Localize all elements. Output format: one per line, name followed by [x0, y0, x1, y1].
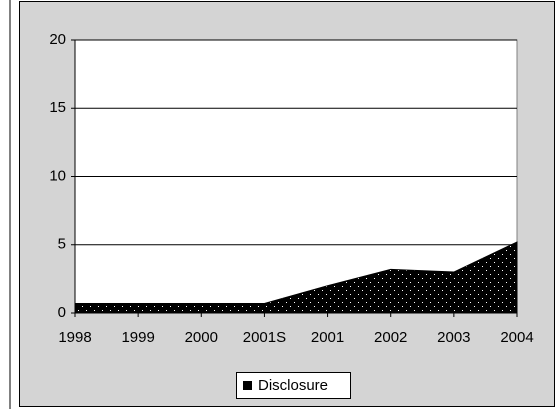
y-tick-label: 0 [58, 304, 66, 321]
x-tick-label: 2004 [500, 329, 533, 346]
x-tick-label: 2002 [374, 329, 407, 346]
x-tick-label: 2001 [311, 329, 344, 346]
x-tick-label: 1998 [58, 329, 91, 346]
x-tick-label: 1999 [121, 329, 154, 346]
legend-box [236, 372, 351, 399]
legend-label: Disclosure [258, 377, 328, 394]
y-tick-label: 10 [49, 167, 66, 184]
y-tick-label: 20 [49, 31, 66, 48]
x-tick-label: 2001S [243, 329, 286, 346]
legend-swatch [243, 381, 252, 390]
y-tick-label: 15 [49, 99, 66, 116]
x-tick-label: 2003 [437, 329, 470, 346]
y-tick-label: 5 [58, 236, 66, 253]
area [74, 241, 518, 314]
x-tick-label: 2000 [185, 329, 218, 346]
